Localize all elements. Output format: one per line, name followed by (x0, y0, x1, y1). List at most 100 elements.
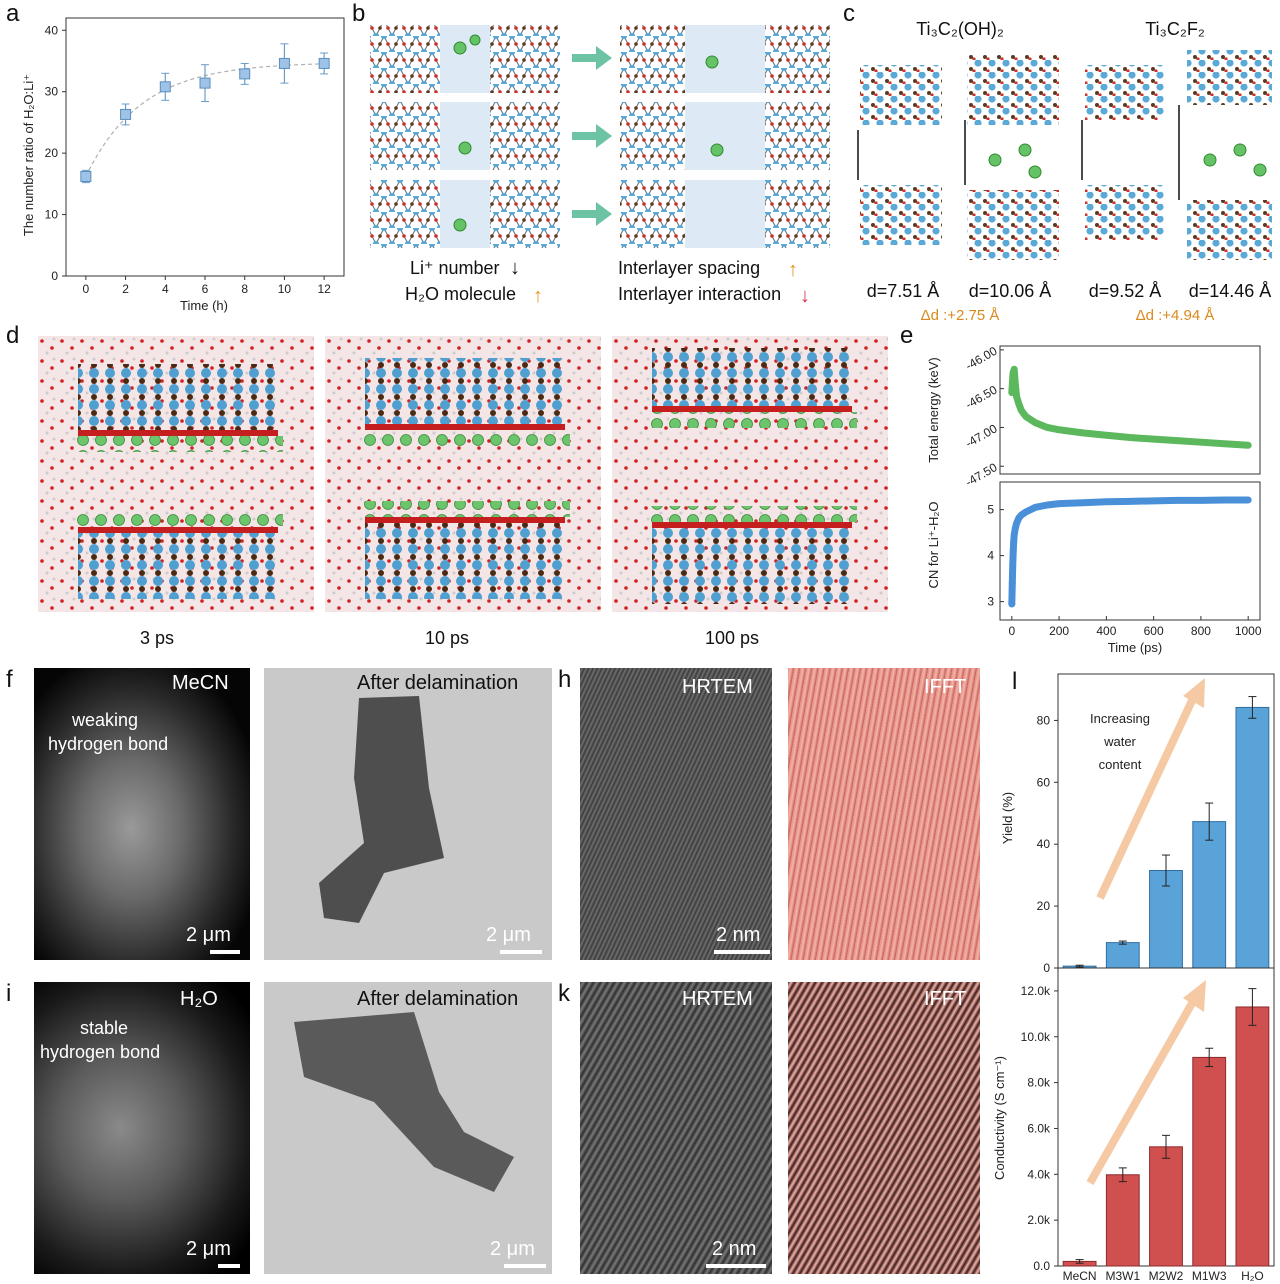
chart-l-bottom-bar (1235, 1006, 1270, 1267)
chart-l-bottom-ytick-label: 6.0k (1027, 1121, 1051, 1135)
chart-e-xtick-label: 200 (1049, 624, 1069, 638)
panel-label-k: k (558, 980, 570, 1007)
chart-e-cn-point (1010, 538, 1018, 546)
c-title-oh: Ti₃C₂(OH)₂ (916, 19, 1004, 39)
f-scale-bar (210, 950, 240, 954)
chart-a-ytick-label: 40 (45, 23, 59, 37)
k-scale-label: 2 nm (712, 1238, 757, 1260)
g-scale-bar (500, 950, 542, 954)
g-label: After delamination (357, 672, 519, 694)
i-scale-bar (218, 1264, 240, 1268)
chart-a-xtick-label: 8 (241, 282, 248, 296)
d-time-10ps: 10 ps (425, 628, 470, 648)
chart-a-xtick-label: 12 (317, 282, 331, 296)
f-scale-label: 2 μm (186, 924, 231, 946)
chart-l-top-ytick-label: 20 (1037, 899, 1051, 913)
c-d2: d=10.06 Å (969, 281, 1052, 301)
chart-l-bottom-ytick-label: 12.0k (1021, 984, 1051, 998)
transition-arrows (572, 46, 612, 226)
schematic-b-row-1 (370, 25, 830, 93)
chart-l-top-ytick-label: 0 (1043, 961, 1050, 975)
b-h2o-up-arrow: ↑ (533, 285, 543, 307)
chart-l-category-label: M2W2 (1149, 1269, 1184, 1283)
chart-e-cn-point (1008, 600, 1016, 608)
chart-e-xtick-label: 800 (1191, 624, 1211, 638)
b-li-down-arrow: ↓ (510, 257, 520, 279)
chart-a-ytick-label: 30 (45, 85, 59, 99)
panel-label-d: d (6, 322, 20, 349)
schematic-b: Li⁺ number ↓ H₂O molecule ↑ Interlayer s… (370, 25, 830, 307)
chart-e-xtick-label: 1000 (1235, 624, 1262, 638)
j-scale-label: 2 μm (490, 1238, 535, 1260)
md-snapshot-100ps (612, 336, 888, 612)
chart-e: -46.00 -46.50 -47.00 -47.50 3 4 5 0 200 400 600 80… (926, 344, 1262, 655)
h-scale-bar (714, 950, 770, 954)
chart-l-category-label: H₂O (1241, 1269, 1264, 1283)
panel-label-e: e (900, 322, 914, 349)
i-note-1: stable (80, 1018, 129, 1038)
chart-l-bottom-ytick-label: 8.0k (1027, 1076, 1051, 1090)
f-note-1: weaking (72, 710, 139, 730)
chart-l-top-bar (1149, 870, 1183, 969)
f-note-2: hydrogen bond (48, 734, 169, 754)
c-slab-oh2-top (967, 55, 1059, 125)
chart-e-cn-point (1008, 579, 1016, 587)
chart-e-cn-point (1009, 561, 1017, 569)
md-snapshot-10ps (325, 336, 601, 612)
chart-a-xtick-label: 2 (122, 282, 129, 296)
chart-a-point (120, 108, 132, 120)
chart-e-xlabel: Time (ps) (1108, 640, 1162, 655)
chart-a-ytick-label: 10 (45, 208, 59, 222)
chart-a-xtick-label: 10 (278, 282, 292, 296)
chart-l-bottom-trend-arrow (1086, 996, 1199, 1185)
panel-label-f: f (6, 666, 13, 693)
chart-a-ylabel: The number ratio of H₂O:Li⁺ (21, 74, 36, 236)
d-time-100ps: 100 ps (705, 628, 760, 648)
chart-a-frame (65, 17, 345, 277)
chart-l-top-ytick-label: 80 (1037, 713, 1051, 727)
k-label: HRTEM (682, 988, 753, 1010)
chart-e-bottom-frame (999, 481, 1261, 621)
chart-a: 0 2 4 6 8 10 12 0 10 20 30 40 Time (h) The number r… (21, 17, 345, 313)
chart-e-top-ytick-label: -47.00 (963, 421, 1000, 450)
i-scale-label: 2 μm (186, 1238, 231, 1260)
b-h2o-molecule: H₂O molecule (405, 284, 516, 304)
chart-e-top-ytick-label: -46.50 (963, 382, 1000, 411)
b-spacing-up-arrow: ↑ (788, 259, 798, 281)
panel-label-i: i (6, 980, 12, 1007)
chart-l-category-label: M3W1 (1105, 1269, 1140, 1283)
chart-e-top-ytick-label: -46.00 (963, 344, 1000, 373)
j-label: After delamination (357, 988, 519, 1010)
c-delta2: Δd :+4.94 Å (1136, 307, 1215, 324)
chart-e-bottom-ytick-label: 4 (987, 549, 994, 563)
chart-l-bottom-bar (1149, 1146, 1183, 1267)
chart-l-top-trend-arrowhead (1183, 678, 1205, 708)
chart-a-xlabel: Time (h) (180, 298, 228, 313)
h-scale-label: 2 nm (716, 924, 761, 946)
chart-l-bottom-bar (1105, 1174, 1140, 1267)
sem-image-i (34, 982, 250, 1274)
chart-e-xtick-label: 400 (1096, 624, 1116, 638)
c-slab-oh2-bottom (967, 190, 1059, 260)
chart-a-point (159, 81, 171, 93)
chart-a-point (199, 77, 211, 89)
chart-l-bottom-ytick-label: 10.0k (1021, 1030, 1051, 1044)
chart-a-ytick-label: 0 (51, 269, 58, 283)
chart-l: 0 20 40 60 80 0.0 2.0k 4.0k 6.0k 8.0k 10.0k 12.0k M… (992, 673, 1275, 1283)
h-ifft-label: IFFT (924, 676, 967, 698)
l-annotation-1: Increasing (1090, 711, 1150, 726)
c-slab-oh-top (860, 65, 942, 125)
l-annotation-3: content (1099, 757, 1142, 772)
c-delta1: Δd :+2.75 Å (921, 307, 1000, 324)
chart-a-xtick-label: 0 (83, 282, 90, 296)
chart-e-top-ylabel: Total energy (keV) (926, 357, 941, 463)
g-scale-label: 2 μm (486, 924, 531, 946)
d-time-3ps: 3 ps (140, 628, 175, 648)
chart-e-xtick-label: 0 (1008, 624, 1015, 638)
chart-e-xtick-label: 600 (1144, 624, 1164, 638)
md-snapshots-d (38, 336, 888, 612)
c-slab-f2-top (1187, 50, 1272, 105)
chart-l-bottom-ytick-label: 2.0k (1027, 1213, 1051, 1227)
chart-l-bottom-trend-arrowhead (1183, 980, 1206, 1012)
chart-e-top-frame (999, 345, 1261, 475)
